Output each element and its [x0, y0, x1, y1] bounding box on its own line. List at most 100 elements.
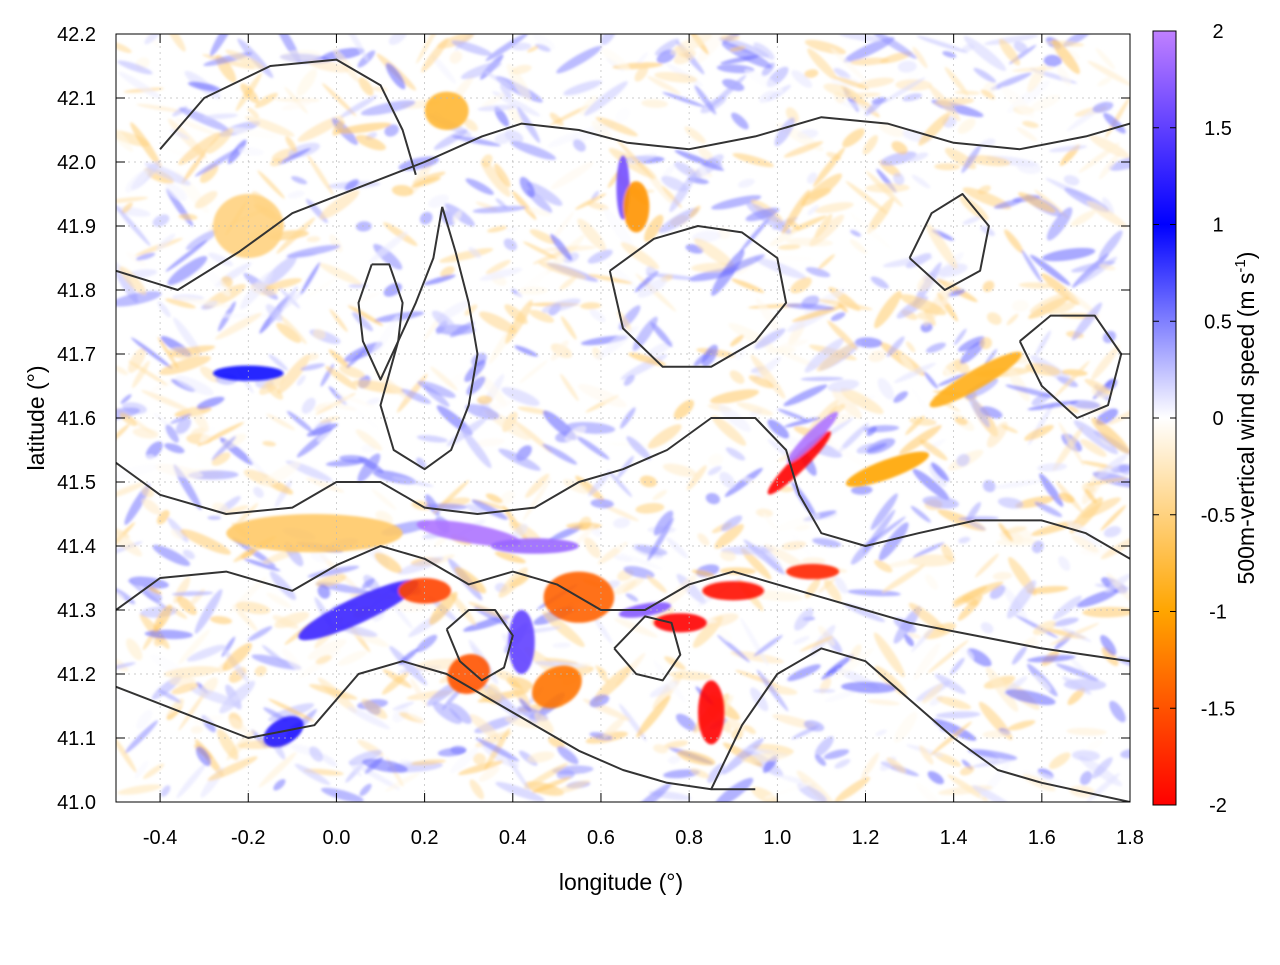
field-texture [759, 90, 776, 103]
field-texture [870, 276, 889, 289]
field-texture [550, 211, 575, 244]
field-texture [893, 606, 921, 644]
field-texture [823, 579, 842, 603]
field-texture [322, 83, 357, 117]
field-texture [278, 148, 311, 165]
field-texture [923, 279, 955, 327]
field-texture [1041, 273, 1080, 305]
field-texture [526, 181, 563, 206]
field-texture [175, 118, 219, 136]
field-texture [389, 646, 428, 686]
field-texture [136, 709, 153, 730]
field-texture [775, 514, 821, 532]
field-texture [855, 337, 883, 348]
field-texture [1052, 595, 1082, 620]
field-texture [1091, 417, 1130, 454]
x-tick-label-1: -0.2 [231, 827, 265, 849]
field-texture [606, 261, 641, 293]
field-texture [269, 571, 297, 600]
field-texture [429, 591, 458, 625]
field-texture [116, 424, 130, 444]
field-texture [1027, 654, 1076, 663]
field-texture [193, 452, 215, 468]
field-texture [301, 397, 316, 414]
field-texture [573, 139, 586, 152]
field-texture [385, 62, 406, 90]
field-texture [344, 179, 359, 191]
field-texture [722, 737, 764, 775]
field-texture [448, 702, 472, 724]
field-texture [998, 38, 1021, 66]
y-tick-label-3: 41.3 [57, 600, 96, 622]
field-texture [634, 65, 649, 82]
field-texture [232, 502, 259, 529]
field-texture [927, 639, 969, 674]
field-texture [173, 317, 202, 356]
field-texture [178, 629, 210, 665]
field-texture [303, 768, 344, 776]
heatmap-feature-10 [213, 365, 284, 381]
field-texture [939, 725, 952, 733]
field-texture [360, 100, 416, 116]
field-texture [419, 211, 433, 225]
field-texture [882, 77, 926, 104]
field-texture [286, 410, 315, 434]
field-texture [287, 190, 305, 199]
field-texture [265, 278, 302, 290]
field-texture [523, 762, 569, 790]
field-texture [891, 141, 908, 155]
field-texture [717, 634, 751, 663]
field-texture [637, 277, 668, 298]
field-texture [352, 379, 405, 394]
field-texture [957, 118, 976, 134]
field-texture [812, 147, 846, 187]
field-texture [663, 769, 700, 779]
field-texture [347, 706, 391, 730]
field-texture [574, 525, 595, 546]
field-texture [240, 549, 256, 559]
field-texture [917, 274, 934, 292]
field-texture [647, 517, 674, 562]
field-texture [674, 161, 697, 178]
field-texture [922, 683, 944, 704]
field-texture [317, 584, 331, 599]
field-texture [297, 115, 344, 142]
field-texture [194, 146, 243, 177]
field-texture [116, 41, 132, 54]
field-texture [366, 397, 381, 405]
field-texture [120, 244, 133, 256]
field-texture [708, 453, 724, 466]
field-texture [832, 389, 862, 419]
field-texture [997, 497, 1024, 509]
field-texture [886, 757, 907, 774]
field-texture [251, 654, 302, 670]
field-texture [930, 721, 972, 756]
field-texture [245, 115, 295, 137]
field-texture [636, 695, 671, 738]
field-texture [806, 187, 832, 200]
field-texture [825, 439, 870, 470]
field-texture [1066, 405, 1080, 413]
field-texture [751, 786, 779, 802]
field-texture [936, 696, 972, 710]
field-texture [207, 515, 222, 520]
field-texture [132, 427, 159, 439]
field-texture [620, 242, 660, 270]
heatmap-feature-8 [698, 680, 725, 745]
field-texture [557, 746, 579, 765]
field-texture [471, 499, 508, 520]
field-texture [784, 417, 821, 428]
field-texture [430, 53, 456, 84]
field-texture [452, 210, 462, 223]
field-texture [669, 172, 697, 213]
field-texture [1062, 676, 1092, 695]
field-texture [837, 302, 848, 313]
field-texture [953, 328, 967, 345]
field-texture [130, 122, 162, 168]
field-texture [1071, 535, 1099, 553]
field-texture [934, 163, 961, 171]
field-texture [547, 132, 580, 148]
field-texture [165, 183, 187, 202]
field-texture [352, 312, 374, 332]
field-texture [348, 292, 380, 306]
